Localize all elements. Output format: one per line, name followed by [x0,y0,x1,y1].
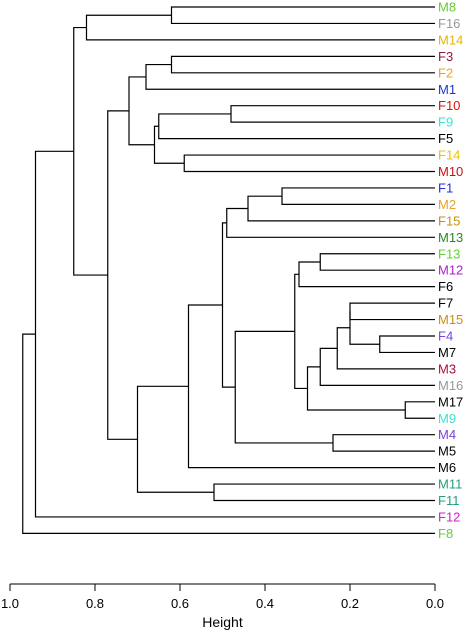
branch-n7 [183,154,435,173]
leaf-label-f9: F9 [438,115,453,130]
branch-n28 [136,385,214,493]
branch-n23 [332,434,435,452]
leaf-label-m7: M7 [438,345,456,360]
branch-n24 [234,330,333,444]
x-tick-label: 0.0 [426,596,444,611]
leaf-label-m16: M16 [438,378,463,393]
leaf-label-f13: F13 [438,246,460,261]
branch-n9 [128,76,155,146]
branch-n11 [247,195,435,222]
leaf-label-f7: F7 [438,296,453,311]
x-tick-label: 0.4 [256,596,274,611]
leaf-label-m13: M13 [438,230,463,245]
branch-n2 [85,14,435,41]
leaf-label-f11: F11 [438,493,459,508]
branch-n12 [226,207,435,238]
branch-n18 [336,327,435,370]
x-tick-label: 0.8 [86,596,104,611]
branch-n20 [404,401,435,419]
leaf-label-m14: M14 [438,32,463,47]
branch-n1 [170,6,435,25]
branch-n16 [379,335,435,354]
branch-n22 [294,273,308,390]
leaf-label-m5: M5 [438,444,456,459]
leaf-label-f6: F6 [438,279,453,294]
leaf-label-f1: F1 [438,180,453,195]
leaf-label-f8: F8 [438,526,453,541]
leaf-label-f4: F4 [438,329,453,344]
leaf-label-m17: M17 [438,394,463,409]
dendrogram-branches [22,6,435,534]
leaf-label-m11: M11 [438,477,462,492]
branch-n6 [158,113,435,140]
leaf-label-m8: M8 [438,0,456,15]
leaf-label-f12: F12 [438,509,460,524]
branch-n3 [170,55,435,74]
leaf-label-f14: F14 [438,148,460,163]
branch-n13 [319,253,435,271]
branch-n10 [281,187,435,205]
leaf-label-m3: M3 [438,361,456,376]
x-axis: 1.0 0.8 0.6 0.4 0.2 0.0 Height [1,583,444,630]
leaf-label-f2: F2 [438,65,453,80]
leaf-label-m10: M10 [438,164,463,179]
branch-n4 [145,63,435,90]
leaf-label-f10: F10 [438,98,460,113]
leaf-label-f3: F3 [438,49,453,64]
leaf-label-m1: M1 [438,82,456,97]
leaf-label-m15: M15 [438,312,463,327]
branch-n29 [107,110,138,440]
branch-n27 [213,483,435,502]
x-tick-label: 0.2 [341,596,359,611]
branch-n17 [349,311,380,345]
leaf-label-m6: M6 [438,460,456,475]
leaf-label-m4: M4 [438,427,456,442]
branch-n30 [73,26,108,276]
leaf-label-m2: M2 [438,197,456,212]
x-tick-label: 0.6 [171,596,189,611]
branch-n14 [298,261,435,288]
leaf-label-f5: F5 [438,131,453,146]
branch-n15 [349,302,435,321]
x-tick-label: 1.0 [1,596,19,611]
branch-n25 [221,222,236,388]
x-axis-ticks: 1.0 0.8 0.6 0.4 0.2 0.0 [1,584,444,611]
branch-n5 [230,105,435,123]
leaf-label-m12: M12 [438,263,463,278]
leaf-label-f15: F15 [438,213,460,228]
leaf-label-f16: F16 [438,16,460,31]
branch-n21 [306,366,406,411]
branch-n32 [22,333,435,534]
leaf-label-m9: M9 [438,411,456,426]
x-axis-title: Height [202,614,243,630]
